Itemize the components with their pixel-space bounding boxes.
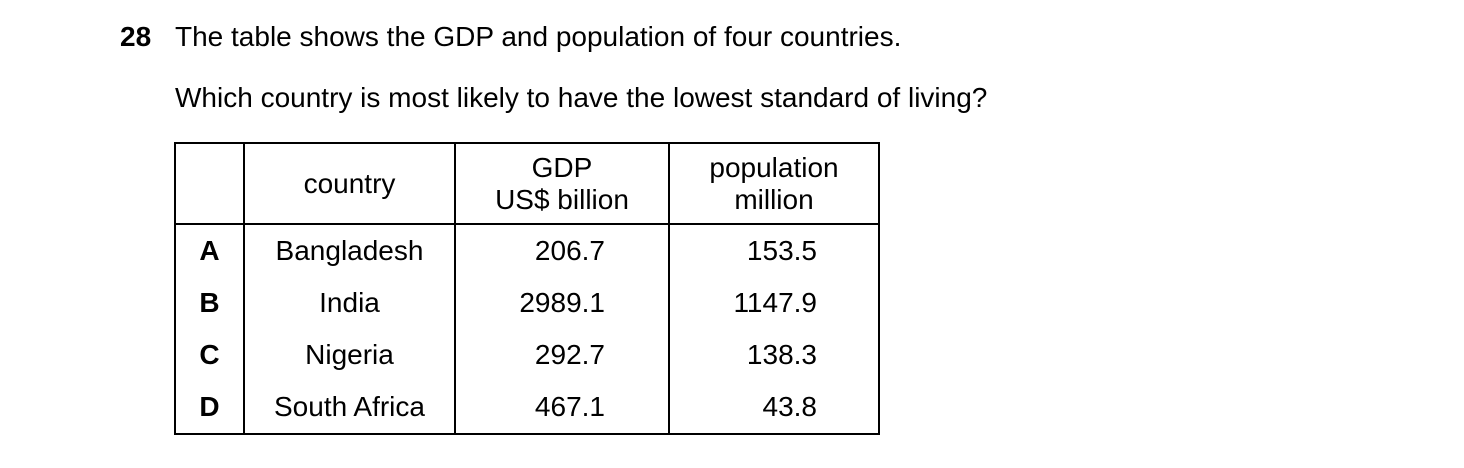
- gdp-number: 2989.1: [519, 287, 605, 318]
- gdp-population-table: country GDP US$ billion population milli…: [174, 142, 880, 435]
- population-number: 43.8: [762, 391, 818, 422]
- table-row: B India 2989.1 1147.9: [174, 277, 880, 329]
- table-header-row: country GDP US$ billion population milli…: [174, 143, 880, 225]
- question-text-line-1: The table shows the GDP and population o…: [175, 21, 902, 52]
- gdp-value: 292.7: [454, 329, 670, 381]
- gdp-number: 467.1: [534, 391, 605, 422]
- population-value: 138.3: [668, 329, 880, 381]
- table-row: D South Africa 467.1 43.8: [174, 381, 880, 434]
- option-letter: C: [174, 329, 245, 381]
- gdp-value: 467.1: [454, 381, 670, 434]
- question-text-line-2: Which country is most likely to have the…: [175, 82, 988, 113]
- header-country: country: [243, 143, 456, 225]
- header-gdp: GDP US$ billion: [454, 143, 670, 225]
- country-name: Bangladesh: [243, 224, 456, 277]
- header-gdp-line1: GDP: [531, 151, 593, 183]
- population-number: 138.3: [746, 339, 817, 370]
- gdp-number: 206.7: [534, 235, 605, 266]
- population-number: 153.5: [746, 235, 817, 266]
- country-name: South Africa: [243, 381, 456, 434]
- gdp-value: 2989.1: [454, 277, 670, 329]
- header-population-line1: population: [709, 151, 839, 183]
- header-population-line2: million: [734, 183, 814, 215]
- question-number: 28: [120, 21, 152, 52]
- gdp-value: 206.7: [454, 224, 670, 277]
- option-letter: B: [174, 277, 245, 329]
- population-number: 1147.9: [733, 287, 817, 318]
- option-letter: D: [174, 381, 245, 434]
- population-value: 43.8: [668, 381, 880, 434]
- header-gdp-line2: US$ billion: [495, 183, 629, 215]
- header-option-blank: [174, 143, 245, 225]
- population-value: 153.5: [668, 224, 880, 277]
- population-value: 1147.9: [668, 277, 880, 329]
- country-name: Nigeria: [243, 329, 456, 381]
- country-name: India: [243, 277, 456, 329]
- header-population: population million: [668, 143, 880, 225]
- gdp-number: 292.7: [534, 339, 605, 370]
- table-row: C Nigeria 292.7 138.3: [174, 329, 880, 381]
- option-letter: A: [174, 224, 245, 277]
- table-row: A Bangladesh 206.7 153.5: [174, 224, 880, 277]
